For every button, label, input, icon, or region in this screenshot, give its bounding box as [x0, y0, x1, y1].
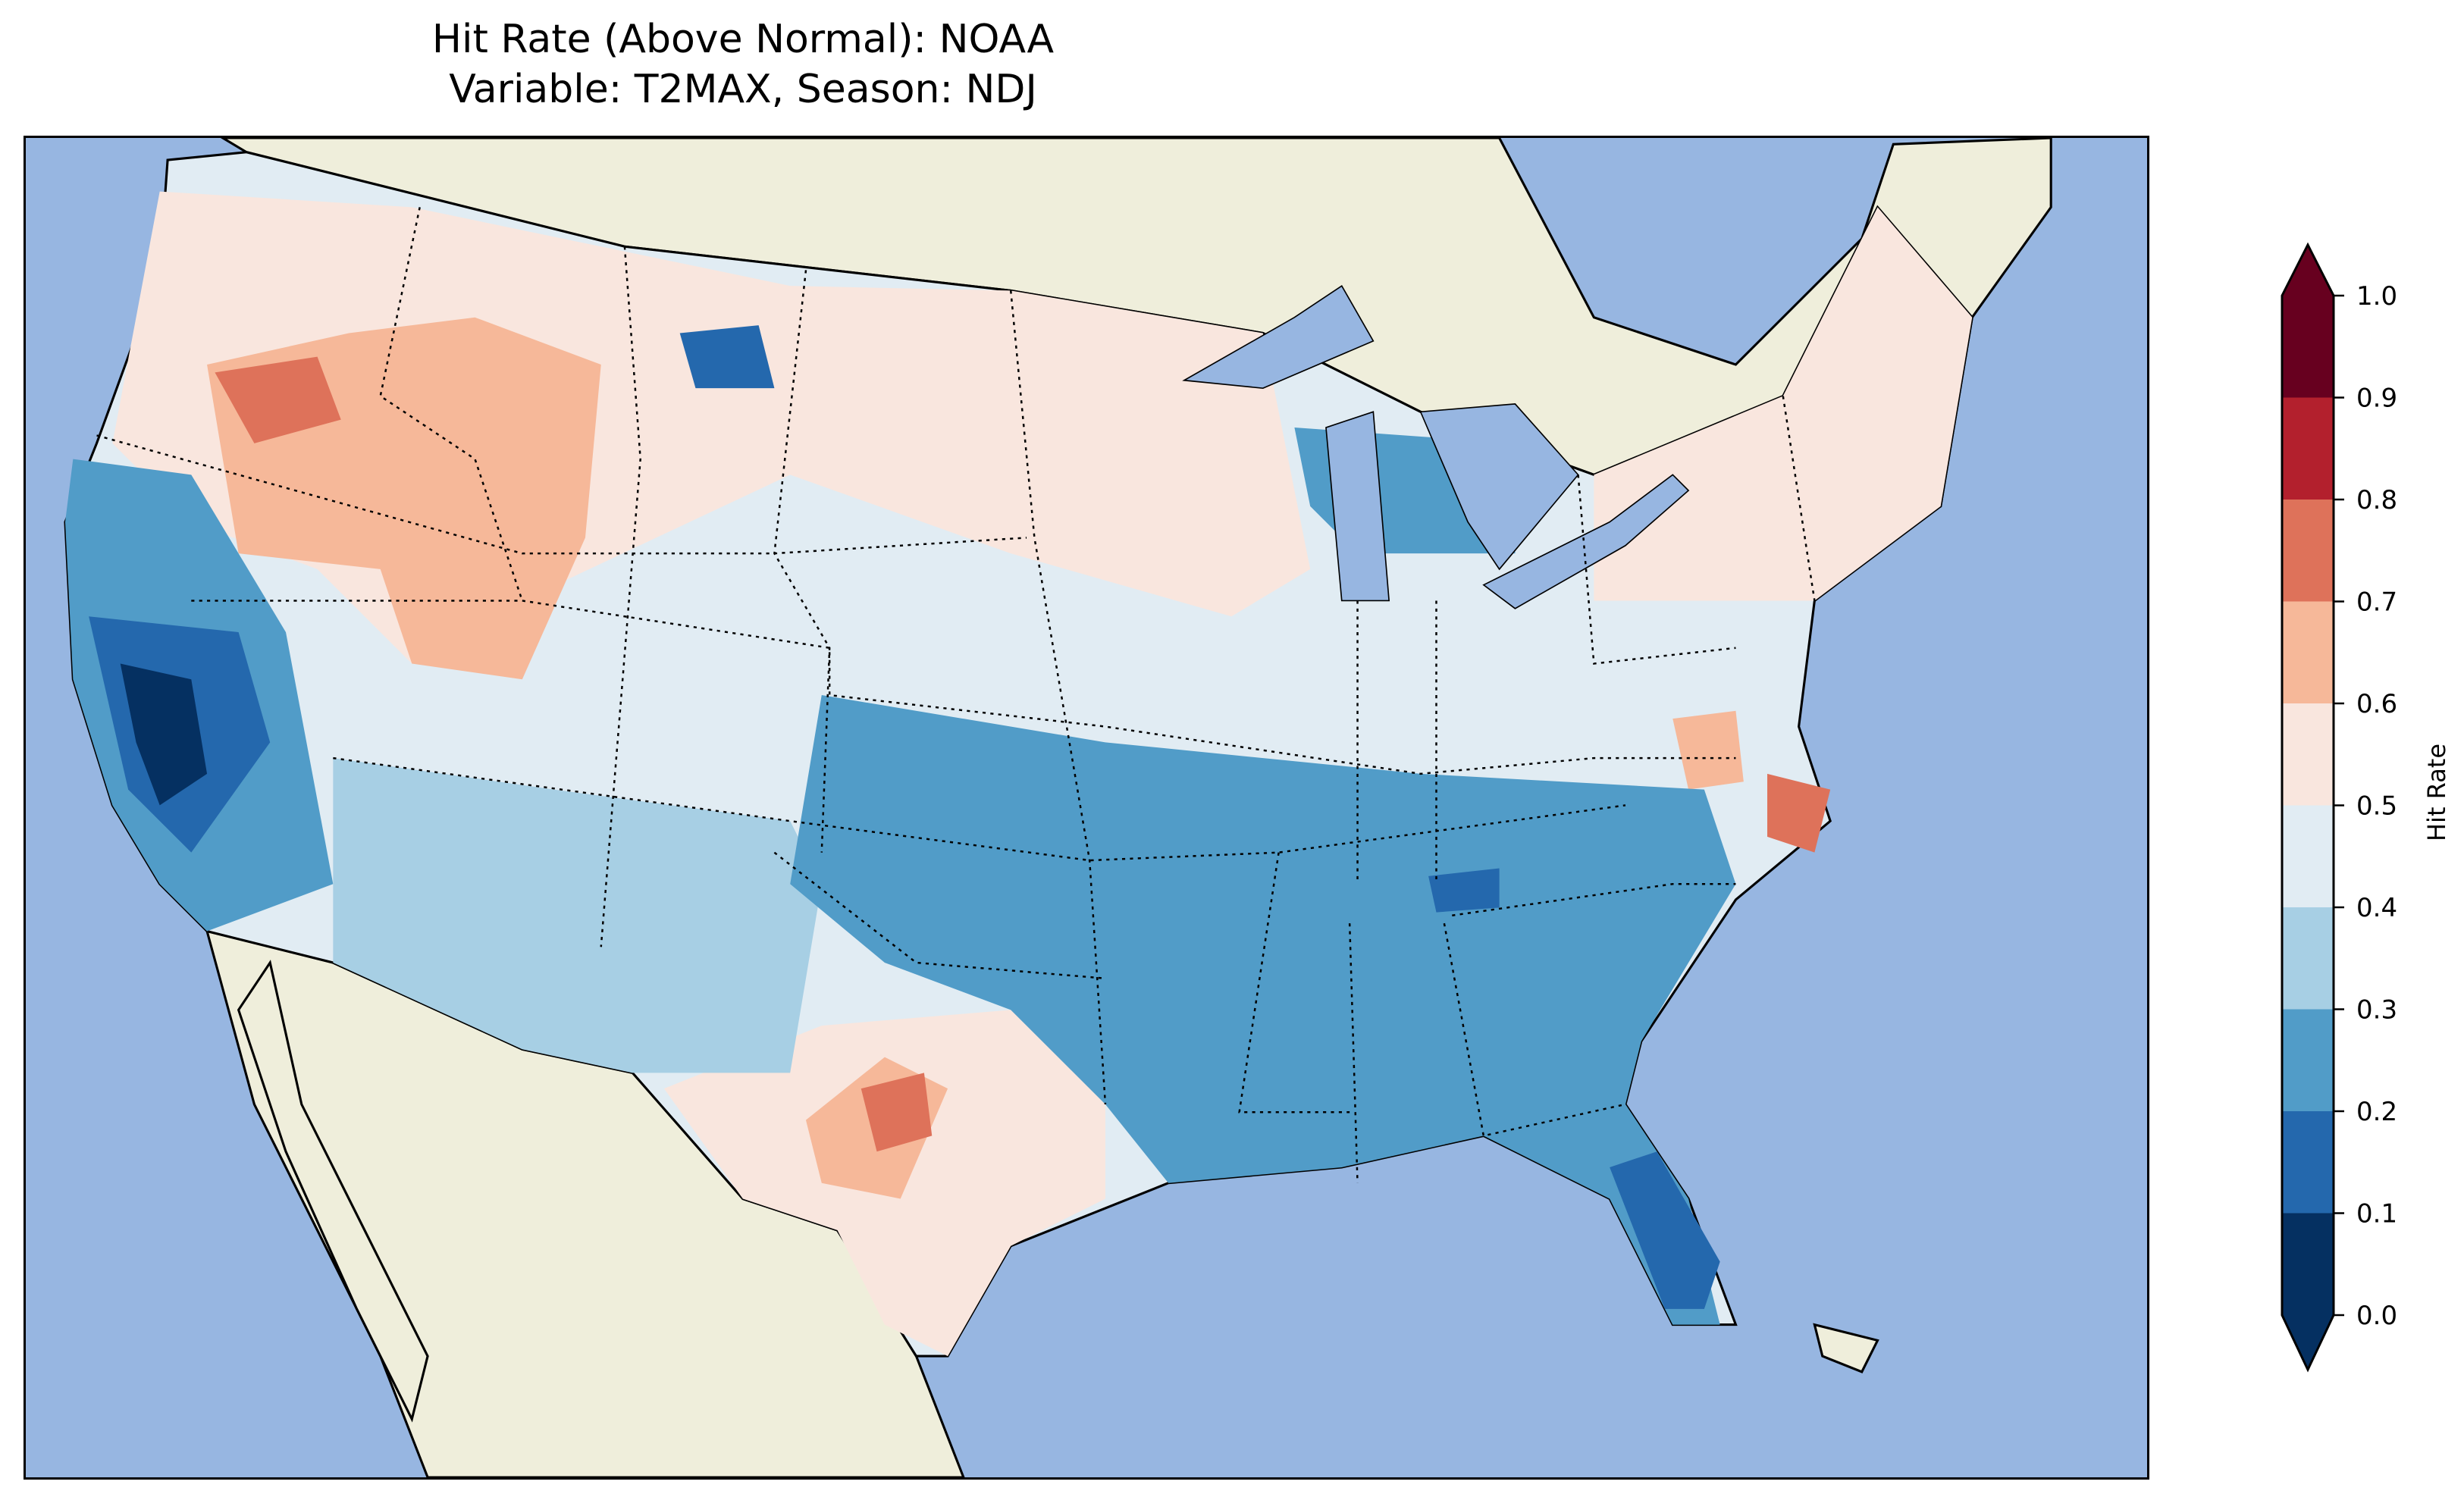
- colorbar-bin: [2282, 1009, 2334, 1111]
- colorbar-tick-label: 0.3: [2356, 995, 2397, 1026]
- region-northeast-warm: [1594, 207, 1973, 601]
- colorbar-extend-max: [2282, 245, 2334, 296]
- land-cuba: [1813, 1323, 1879, 1373]
- chart-subtitle: Variable: T2MAX, Season: NDJ: [449, 67, 1037, 112]
- colorbar-extend-min: [2282, 1315, 2334, 1370]
- lake-superior: [1182, 284, 1375, 389]
- colorbar-tick-label: 0.9: [2356, 384, 2397, 414]
- region-southwest: [333, 758, 822, 1073]
- region-oregon: [215, 356, 341, 443]
- colorbar-bin: [2282, 1213, 2334, 1315]
- colorbar-bin: [2282, 703, 2334, 806]
- colorbar-label: Hit Rate: [2422, 743, 2451, 841]
- colorbar-tick-label: 0.6: [2356, 689, 2397, 719]
- region-florida: [1610, 1151, 1720, 1309]
- lake-huron: [1419, 403, 1579, 571]
- colorbar-bin: [2282, 907, 2334, 1010]
- region-texas-center: [861, 1073, 933, 1152]
- region-south-central: [790, 695, 1736, 1325]
- region-virginia: [1672, 710, 1744, 790]
- chart-title: Hit Rate (Above Normal): NOAA: [431, 17, 1055, 62]
- colorbar-tick-label: 0.8: [2356, 485, 2397, 515]
- region-nc-coast: [1767, 773, 1831, 853]
- colorbar-bin: [2282, 601, 2334, 703]
- colorbar: 0.0 0.1 0.2 0.3 0.4 0.5 0.6 0.7 0.8 0.9 1.0: [2281, 242, 2397, 1373]
- lake-michigan: [1325, 411, 1390, 602]
- colorbar-tick-label: 0.7: [2356, 587, 2397, 618]
- map-plot: [24, 136, 2149, 1480]
- region-montana-blue: [679, 325, 775, 389]
- colorbar-tick-label: 0.5: [2356, 791, 2397, 822]
- land-baja: [237, 960, 429, 1423]
- colorbar-tick-label: 0.2: [2356, 1097, 2397, 1127]
- colorbar-tick-label: 0.0: [2356, 1301, 2397, 1331]
- region-tennessee: [1428, 868, 1500, 913]
- colorbar-bin: [2282, 500, 2334, 602]
- colorbar-tick-label: 0.1: [2356, 1199, 2397, 1229]
- colorbar-bin: [2282, 1111, 2334, 1214]
- colorbar-tick-label: 0.4: [2356, 893, 2397, 923]
- region-california-dark: [120, 663, 208, 806]
- colorbar-bin: [2282, 805, 2334, 907]
- colorbar-bin: [2282, 296, 2334, 398]
- state-borders: [96, 207, 1816, 1183]
- lake-erie-ontario: [1482, 474, 1690, 609]
- colorbar-bin: [2282, 397, 2334, 500]
- colorbar-tick-label: 1.0: [2356, 281, 2397, 312]
